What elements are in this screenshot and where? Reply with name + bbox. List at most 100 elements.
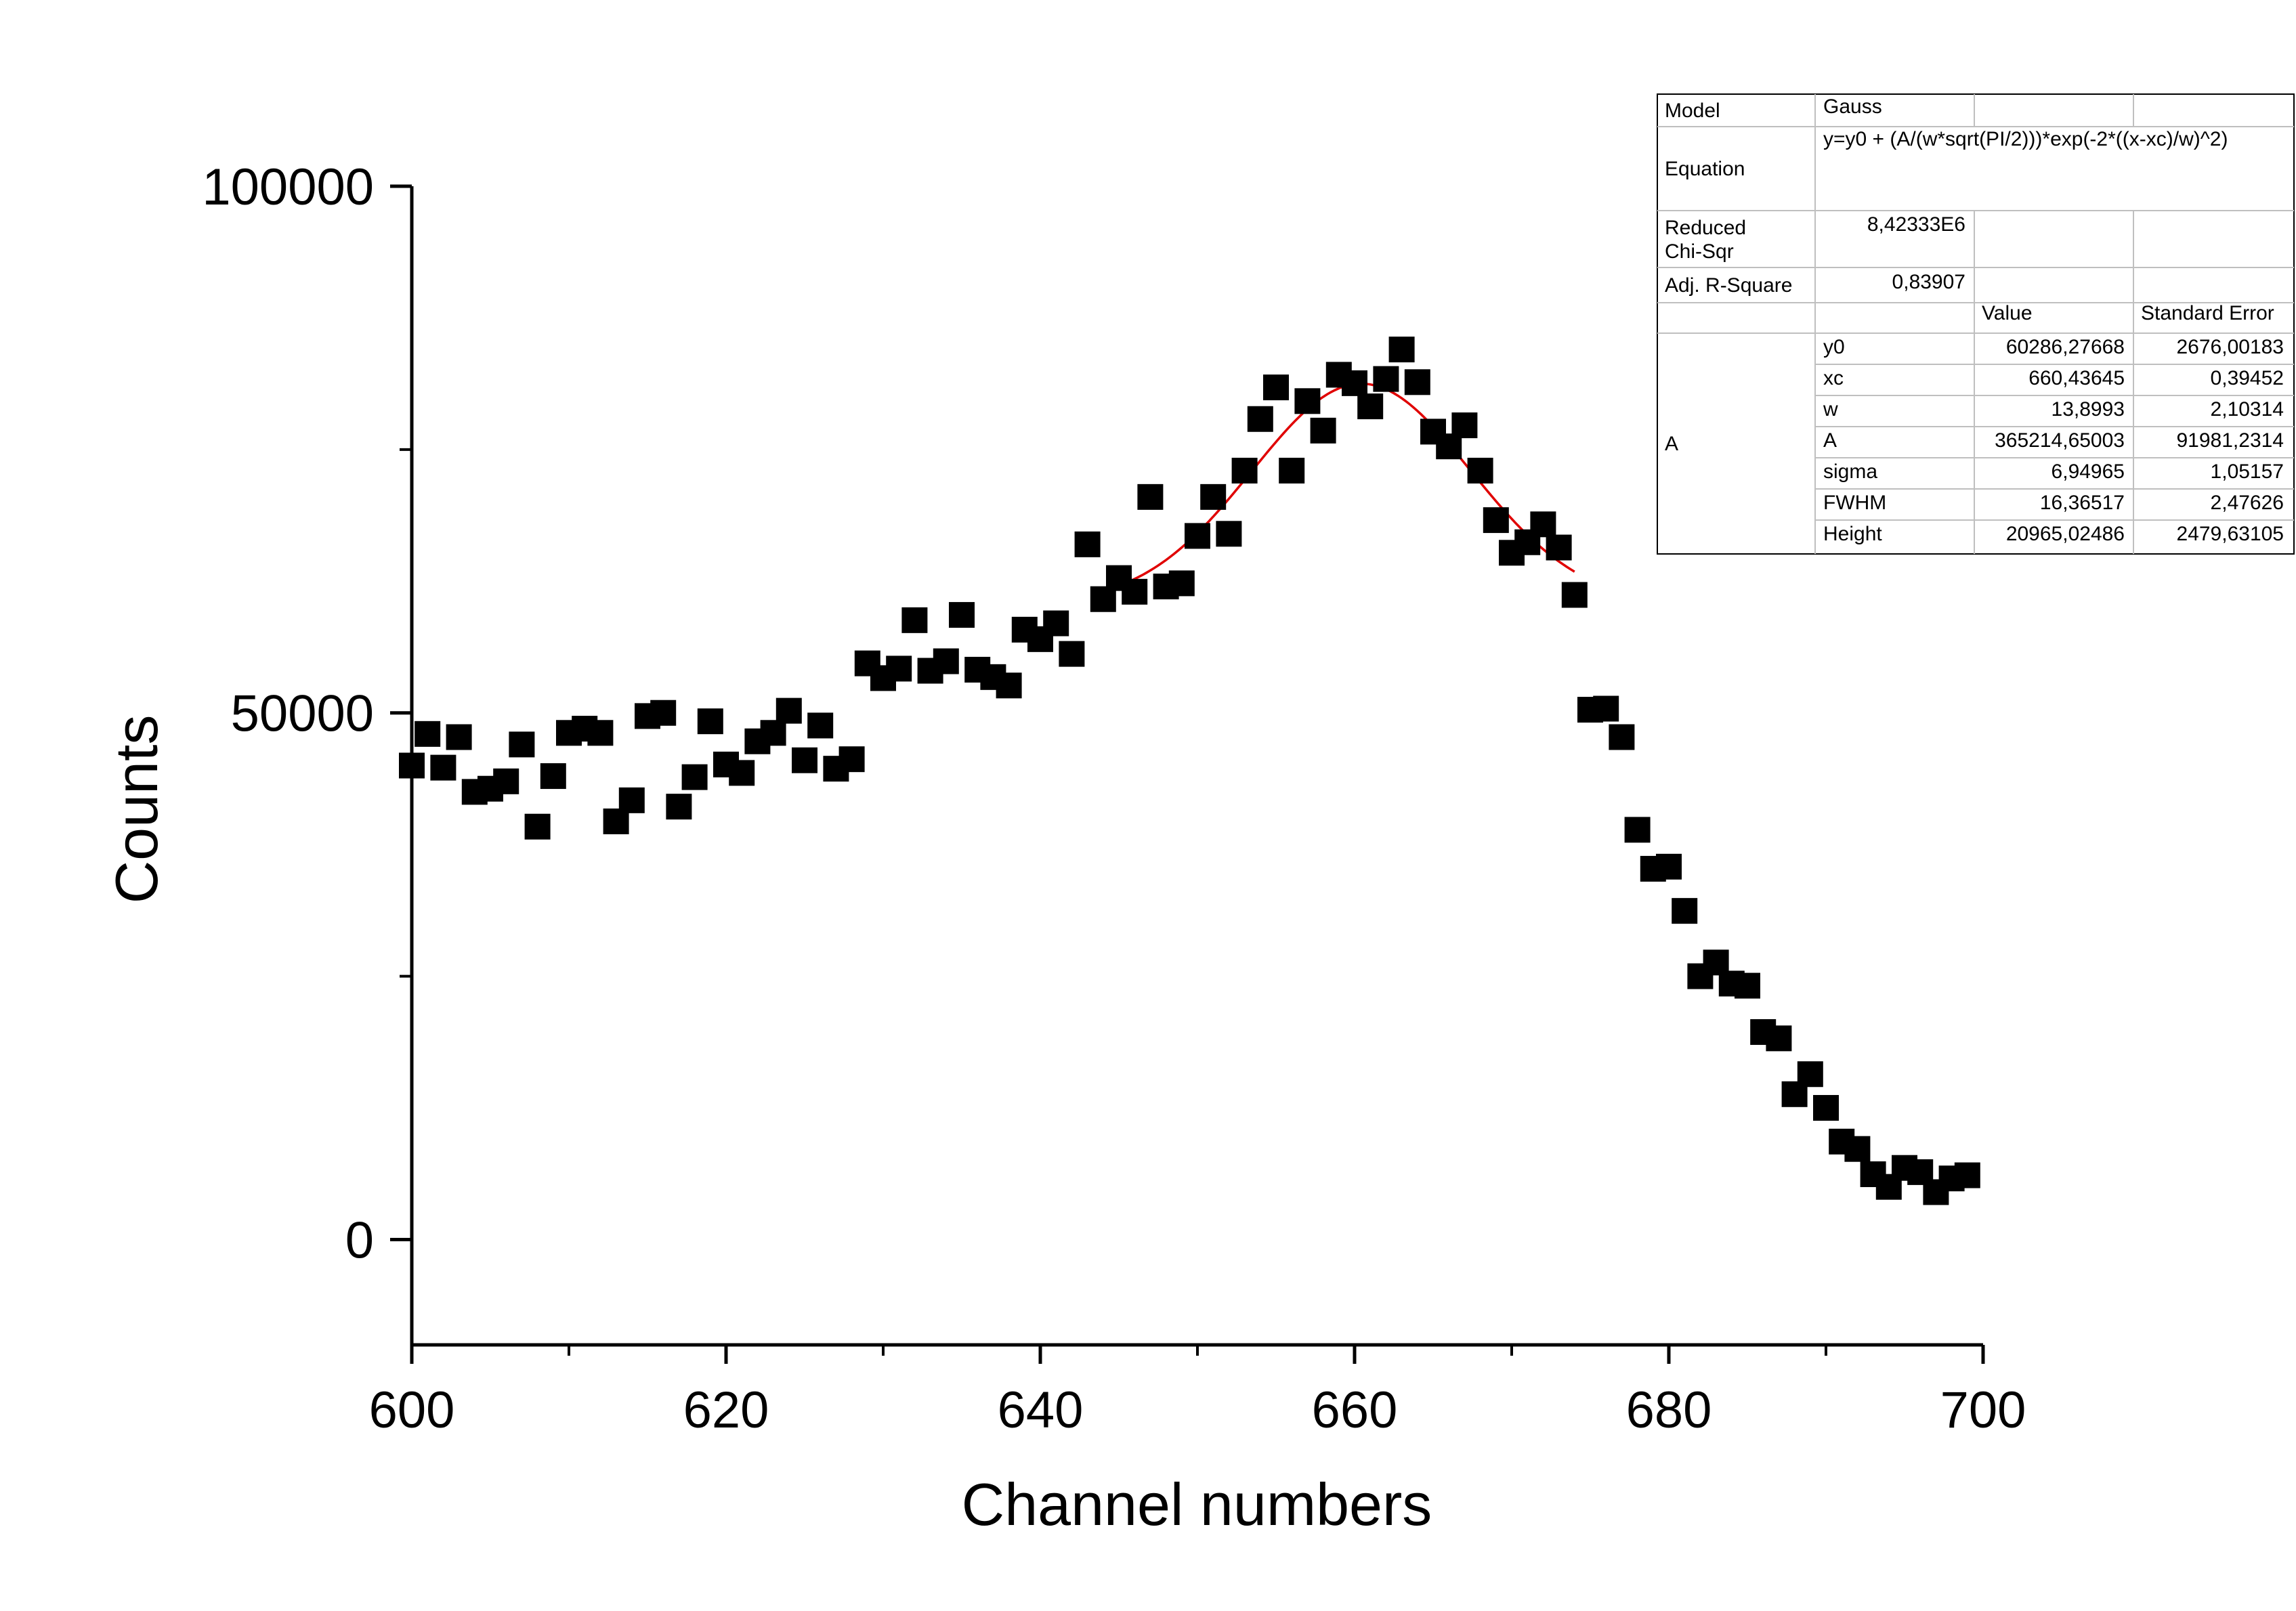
fit-model-label: Model: [1665, 100, 1720, 122]
data-point: [1624, 817, 1651, 843]
fit-error-header: Standard Error: [2141, 302, 2274, 324]
data-point: [1388, 337, 1415, 363]
data-point: [1672, 898, 1698, 924]
y-axis-title: Counts: [103, 715, 170, 904]
fit-value-header: Value: [1982, 302, 2033, 324]
data-point: [1797, 1061, 1823, 1088]
data-point: [1168, 570, 1195, 597]
data-point: [1813, 1095, 1839, 1121]
fit-param-error: 91981,2314: [2177, 429, 2284, 452]
fit-model-value: Gauss: [1823, 95, 1882, 118]
fit-param-row: Height 20965,02486 2479,63105: [1823, 523, 2284, 545]
data-point: [666, 794, 692, 820]
y-tick-label: 50000: [231, 685, 374, 743]
data-point: [1483, 507, 1509, 534]
gauss-fit-curve: [1103, 382, 1575, 593]
x-tick-label: 620: [683, 1381, 769, 1439]
fit-param-error: 0,39452: [2211, 367, 2284, 389]
data-point: [996, 672, 1022, 699]
data-point: [399, 752, 425, 779]
data-point: [949, 602, 975, 628]
fit-param-error: 2676,00183: [2177, 336, 2284, 358]
data-point: [775, 697, 802, 724]
data-point: [1185, 523, 1210, 549]
fit-param-name: FWHM: [1823, 492, 1886, 514]
x-tick-label: 660: [1312, 1381, 1398, 1439]
data-point: [792, 747, 817, 773]
data-point: [807, 712, 834, 739]
fit-chi-label-2: Chi-Sqr: [1665, 240, 1734, 263]
data-point: [1561, 582, 1588, 608]
fit-param-error: 2479,63105: [2177, 523, 2284, 545]
data-point: [1766, 1025, 1792, 1052]
data-point: [1342, 370, 1367, 396]
fit-r2-label: Adj. R-Square: [1665, 274, 1792, 297]
x-tick-label: 680: [1626, 1381, 1712, 1439]
data-point: [1247, 406, 1273, 432]
data-point: [1609, 724, 1635, 750]
fit-param-error: 2,47626: [2211, 492, 2284, 514]
x-tick-label: 700: [1940, 1381, 2026, 1439]
data-point: [1043, 610, 1069, 637]
fit-chi-value: 8,42333E6: [1867, 213, 1965, 236]
data-point: [414, 721, 441, 747]
x-axis-title: Channel numbers: [962, 1471, 1432, 1538]
data-point: [446, 724, 472, 750]
fit-param-row: w 13,8993 2,10314: [1823, 398, 2284, 421]
data-point: [933, 648, 959, 674]
fit-param-group: A: [1665, 433, 1678, 455]
data-point: [1404, 369, 1430, 395]
y-tick-label: 100000: [202, 158, 374, 216]
data-point: [1137, 484, 1164, 510]
fit-param-name: sigma: [1823, 460, 1877, 483]
fit-param-value: 365214,65003: [1995, 429, 2125, 452]
fit-param-error: 1,05157: [2211, 460, 2284, 483]
data-point: [1200, 484, 1227, 510]
data-point: [681, 764, 708, 790]
data-point: [1216, 521, 1242, 547]
data-point: [1122, 578, 1148, 605]
data-point: [540, 763, 566, 790]
x-tick-label: 640: [998, 1381, 1084, 1439]
data-point: [1373, 366, 1399, 392]
data-point: [838, 746, 865, 773]
fit-param-row: A 365214,65003 91981,2314: [1823, 429, 2284, 452]
data-point: [493, 768, 519, 794]
data-point: [697, 708, 723, 735]
data-point: [509, 731, 535, 758]
fit-param-value: 13,8993: [2051, 398, 2125, 421]
axis-ticks: 600 620 640 660 680 700 0 50000 100000: [202, 158, 2026, 1439]
fit-r2-value: 0,83907: [1892, 271, 1965, 293]
fit-chi-label-1: Reduced: [1665, 217, 1746, 239]
data-point: [1844, 1136, 1871, 1162]
data-point: [1735, 972, 1760, 999]
data-point: [1074, 531, 1101, 557]
fit-param-value: 6,94965: [2051, 460, 2125, 483]
y-tick-label: 0: [345, 1211, 374, 1269]
fit-param-row: xc 660,43645 0,39452: [1823, 367, 2284, 389]
x-tick-label: 600: [369, 1381, 455, 1439]
data-point: [901, 607, 928, 633]
fit-equation-value: y=y0 + (A/(w*sqrt(PI/2)))*exp(-2*((x-xc)…: [1823, 128, 2228, 150]
data-point: [1593, 695, 1619, 722]
fit-param-name: Height: [1823, 523, 1882, 545]
data-point: [886, 656, 912, 682]
data-point: [1294, 388, 1321, 414]
data-point: [1263, 374, 1289, 401]
fit-param-value: 20965,02486: [2006, 523, 2125, 545]
fit-param-row: y0 60286,27668 2676,00183: [1823, 336, 2284, 358]
data-point: [650, 700, 677, 726]
data-point: [1357, 393, 1384, 420]
data-points: [399, 337, 1980, 1205]
data-point: [1451, 412, 1478, 439]
data-point: [1546, 534, 1572, 561]
data-point: [1231, 457, 1258, 484]
fit-param-value: 660,43645: [2028, 367, 2125, 389]
fit-param-error: 2,10314: [2211, 398, 2284, 421]
data-point: [1954, 1162, 1980, 1188]
fit-param-value: 16,36517: [2040, 492, 2125, 514]
data-point: [587, 720, 614, 746]
data-point: [618, 787, 645, 813]
fit-param-row: FWHM 16,36517 2,47626: [1823, 492, 2284, 514]
